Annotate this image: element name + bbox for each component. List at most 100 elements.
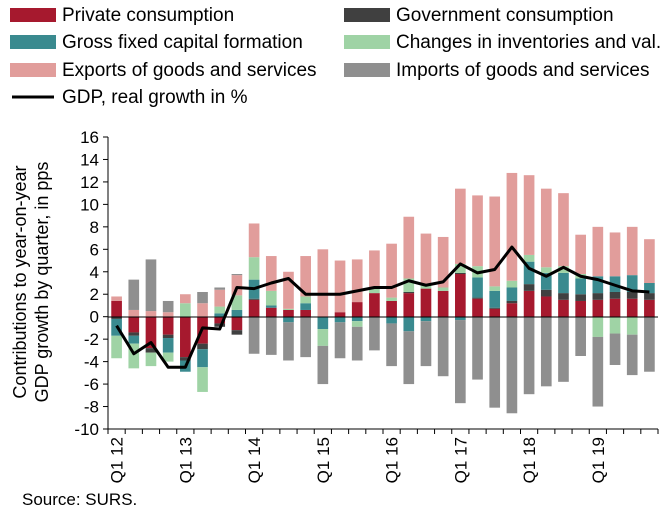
bar-private-consumption [283, 309, 294, 317]
legend: Private consumption Government consumptio… [10, 5, 661, 108]
x-tick-label: Q1 15 [314, 437, 333, 483]
bar-imports-of-goods-and-services [369, 316, 380, 351]
bar-government-consumption [523, 284, 535, 291]
bar-exports-of-goods-and-services [145, 311, 157, 317]
x-tick-label: Q1 14 [245, 437, 264, 483]
bar-imports-of-goods-and-services [523, 316, 535, 395]
y-tick-label: -4 [84, 353, 99, 372]
bar-exports-of-goods-and-services [626, 226, 638, 276]
bar-government-consumption [540, 289, 552, 297]
legend-label-exports-of-goods-and-services: Exports of goods and services [62, 60, 317, 81]
bar-gross-fixed-capital-formation [644, 283, 655, 294]
bar-private-consumption [369, 293, 380, 317]
y-tick-label: 8 [90, 218, 99, 237]
bar-gross-fixed-capital-formation [231, 309, 243, 317]
bar-exports-of-goods-and-services [317, 249, 329, 317]
bar-changes-in-inventories-and-val [558, 266, 569, 273]
bar-gross-fixed-capital-formation [386, 316, 397, 324]
bar-changes-in-inventories-and-val [300, 296, 311, 304]
bar-gross-fixed-capital-formation [540, 272, 552, 290]
bar-private-consumption [592, 299, 604, 317]
bar-private-consumption [111, 300, 122, 317]
bars-layer [111, 172, 655, 414]
x-ticks: Q1 12 Q1 13 Q1 14 Q1 15 Q1 16 Q1 17 Q1 18 Q1 19 [107, 429, 659, 483]
y-tick-label: 12 [80, 173, 99, 192]
legend-label-gdp-real-growth-in: GDP, real growth in % [62, 87, 248, 108]
y-tick-label: 2 [90, 285, 99, 304]
legend-label-private-consumption: Private consumption [62, 5, 234, 26]
y-tick-label: -2 [84, 330, 99, 349]
bar-private-consumption [609, 298, 621, 317]
legend-label-gross-fixed-capital-formation: Gross fixed capital formation [62, 32, 303, 53]
y-ticks: -10 -8 -6 -4 -2 0 2 4 6 8 10 12 14 16 [74, 128, 108, 439]
bar-private-consumption [351, 302, 363, 317]
bar-exports-of-goods-and-services [609, 232, 621, 277]
bar-imports-of-goods-and-services [283, 322, 294, 361]
bar-gross-fixed-capital-formation [403, 316, 415, 332]
legend-swatch-private-consumption [10, 8, 56, 22]
bar-private-consumption [540, 296, 552, 317]
bar-exports-of-goods-and-services [369, 250, 380, 288]
bar-private-consumption [145, 316, 157, 349]
bar-changes-in-inventories-and-val [506, 280, 518, 288]
bar-private-consumption [300, 309, 311, 317]
bar-government-consumption [575, 294, 586, 301]
bar-imports-of-goods-and-services [626, 334, 638, 376]
bar-changes-in-inventories-and-val [111, 335, 122, 359]
bar-changes-in-inventories-and-val [180, 303, 191, 317]
bar-gross-fixed-capital-formation [420, 316, 432, 322]
bar-exports-of-goods-and-services [592, 226, 604, 277]
bar-government-consumption [644, 293, 655, 300]
bar-private-consumption [558, 299, 569, 317]
bar-government-consumption [472, 297, 483, 299]
bar-gross-fixed-capital-formation [626, 275, 638, 292]
bar-government-consumption [626, 291, 638, 299]
bar-government-consumption [197, 343, 208, 350]
bar-private-consumption [162, 316, 174, 335]
bar-changes-in-inventories-and-val [489, 286, 501, 291]
bar-gross-fixed-capital-formation [283, 316, 294, 323]
bar-imports-of-goods-and-services [351, 326, 363, 361]
bar-private-consumption [248, 299, 260, 317]
bar-exports-of-goods-and-services [334, 260, 346, 313]
bar-gross-fixed-capital-formation [592, 276, 604, 294]
bar-private-consumption [403, 293, 415, 317]
bar-changes-in-inventories-and-val [455, 263, 466, 273]
bar-exports-of-goods-and-services [386, 243, 397, 298]
bar-changes-in-inventories-and-val [609, 316, 621, 334]
bar-gross-fixed-capital-formation [523, 261, 535, 285]
bar-changes-in-inventories-and-val [626, 316, 638, 335]
bar-changes-in-inventories-and-val [369, 287, 380, 294]
bar-exports-of-goods-and-services [455, 188, 466, 264]
bar-government-consumption [609, 291, 621, 299]
bar-gross-fixed-capital-formation [197, 349, 208, 368]
bar-changes-in-inventories-and-val [128, 343, 140, 369]
bar-imports-of-goods-and-services [437, 316, 449, 377]
legend-label-changes-in-inventories-and-val: Changes in inventories and val. [396, 32, 661, 53]
bar-gross-fixed-capital-formation [455, 316, 466, 321]
bar-changes-in-inventories-and-val [437, 287, 449, 291]
bar-gross-fixed-capital-formation [558, 272, 569, 294]
bar-imports-of-goods-and-services [506, 316, 518, 414]
legend-swatch-government-consumption [344, 8, 390, 22]
bar-imports-of-goods-and-services [609, 333, 621, 365]
bar-exports-of-goods-and-services [265, 256, 277, 291]
bar-government-consumption [128, 332, 140, 336]
bar-exports-of-goods-and-services [489, 196, 501, 287]
bar-gross-fixed-capital-formation [214, 313, 226, 317]
bar-private-consumption [180, 316, 191, 358]
bar-imports-of-goods-and-services [472, 316, 483, 380]
bar-private-consumption [455, 274, 466, 317]
bar-exports-of-goods-and-services [162, 312, 174, 317]
bar-gross-fixed-capital-formation [489, 290, 501, 308]
x-tick-label: Q1 16 [383, 437, 402, 483]
bar-gross-fixed-capital-formation [472, 277, 483, 298]
bar-government-consumption [455, 272, 466, 275]
bar-changes-in-inventories-and-val [386, 297, 397, 301]
bar-private-consumption [437, 290, 449, 317]
bar-private-consumption [420, 288, 432, 317]
y-tick-label: 16 [80, 128, 99, 147]
bar-exports-of-goods-and-services [248, 223, 260, 258]
bar-imports-of-goods-and-services [214, 287, 226, 290]
